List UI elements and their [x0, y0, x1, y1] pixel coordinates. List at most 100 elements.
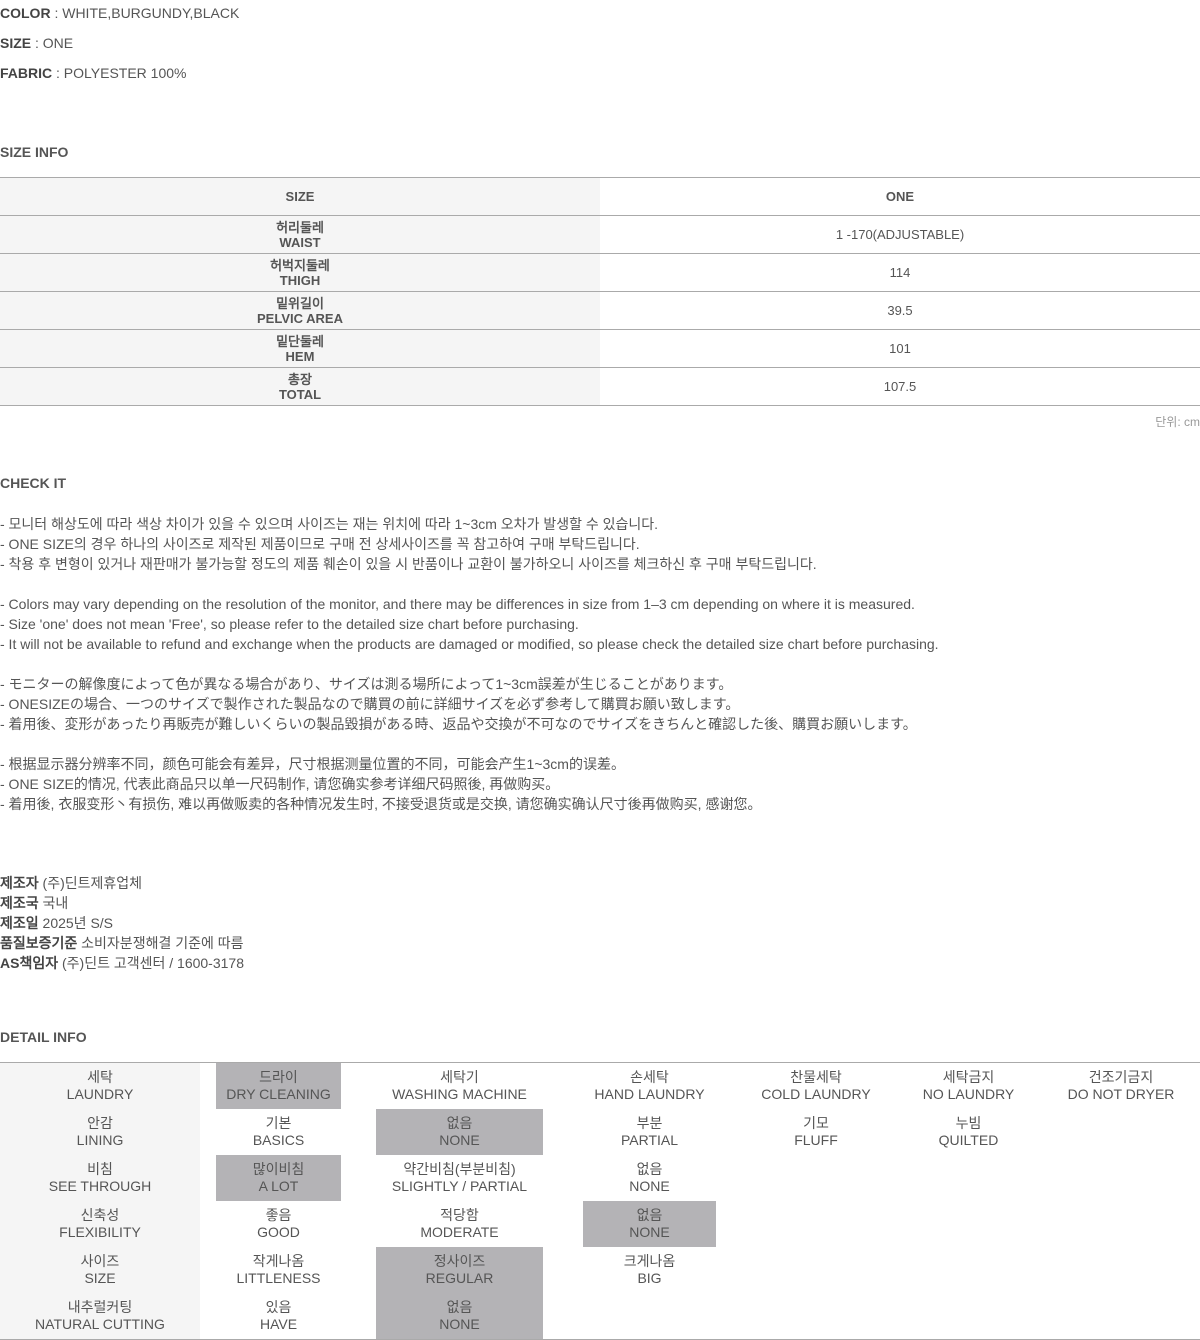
size-header-value: ONE — [600, 177, 1200, 216]
detail-row: 내추럴커팅 NATURAL CUTTING 있음 HAVE 없음 NONE — [0, 1293, 1200, 1339]
detail-cell-inner — [1042, 1109, 1200, 1155]
detail-en: HAVE — [259, 1316, 298, 1332]
size-row: 허벅지둘레 THIGH 114 — [0, 253, 1200, 292]
detail-en: NONE — [439, 1132, 480, 1148]
detail-option — [895, 1293, 1042, 1339]
detail-cell-inner: 세탁금지 NO LAUNDRY — [895, 1063, 1042, 1109]
detail-en: QUILTED — [938, 1132, 999, 1148]
detail-en: LAUNDRY — [66, 1086, 134, 1102]
detail-cell-inner: 건조기금지 DO NOT DRYER — [1042, 1063, 1200, 1109]
detail-en: NONE — [439, 1316, 480, 1332]
detail-row: 신축성 FLEXIBILITY 좋음 GOOD 적당함 MODERATE 없음 NONE — [0, 1201, 1200, 1247]
size-measure-label: 허벅지둘레 THIGH — [0, 253, 600, 292]
size-value: 114 — [600, 253, 1200, 292]
size-row: 밑위길이 PELVIC AREA 39.5 — [0, 291, 1200, 330]
detail-ko: 없음 — [636, 1161, 663, 1177]
maker-label: 제조자 — [0, 875, 39, 891]
detail-cell-inner: 있음 HAVE — [200, 1293, 357, 1339]
spec-value: ONE — [42, 35, 74, 51]
detail-en: A LOT — [258, 1178, 299, 1194]
detail-ko: 없음 — [446, 1299, 473, 1315]
spec-label: FABRIC — [0, 65, 53, 81]
note-line: - Size 'one' does not mean 'Free', so pl… — [0, 616, 579, 632]
detail-cell-inner — [895, 1247, 1042, 1293]
detail-en: BASICS — [252, 1132, 305, 1148]
detail-ko: 사이즈 — [80, 1253, 120, 1269]
measure-en: PELVIC AREA — [257, 310, 343, 326]
maker-value: 소비자분쟁해결 기준에 따름 — [81, 935, 244, 951]
detail-ko: 신축성 — [80, 1207, 120, 1223]
detail-option: 없음 NONE — [357, 1109, 562, 1155]
spec-value: WHITE,BURGUNDY,BLACK — [62, 5, 240, 21]
detail-ko: 많이비침 — [252, 1161, 305, 1177]
maker-row: 제조자 (주)딘트제휴업체 — [0, 873, 244, 893]
detail-option: 부분 PARTIAL — [562, 1109, 737, 1155]
note-line: - 착용 후 변형이 있거나 재판매가 불가능할 정도의 제품 훼손이 있을 시… — [0, 556, 817, 572]
measure-ko: 밑단둘레 — [276, 333, 324, 349]
measure-ko: 허리둘레 — [276, 219, 324, 235]
detail-option: 세탁금지 NO LAUNDRY — [895, 1063, 1042, 1109]
detail-option: 찬물세탁 COLD LAUNDRY — [737, 1063, 895, 1109]
detail-ko: 안감 — [87, 1115, 113, 1131]
detail-cell-inner: 부분 PARTIAL — [562, 1109, 737, 1155]
detail-cell-inner: 정사이즈 REGULAR — [376, 1247, 543, 1293]
detail-option — [1042, 1247, 1200, 1293]
detail-cell-inner — [1042, 1247, 1200, 1293]
detail-category: 사이즈 SIZE — [0, 1247, 200, 1293]
detail-option: 세탁기 WASHING MACHINE — [357, 1063, 562, 1109]
note-line: - ONE SIZE的情况, 代表此商品只以单一尺码制作, 请您确实参考详细尺码… — [0, 776, 560, 792]
detail-ko: 건조기금지 — [1088, 1069, 1154, 1085]
detail-en: DO NOT DRYER — [1067, 1086, 1175, 1102]
detail-ko: 내추럴커팅 — [67, 1299, 133, 1315]
spec-label: SIZE — [0, 35, 32, 51]
detail-cell-inner — [737, 1201, 895, 1247]
detail-ko: 세탁 — [87, 1069, 113, 1085]
size-measure-label: 총장 TOTAL — [0, 367, 600, 406]
size-row: 총장 TOTAL 107.5 — [0, 367, 1200, 406]
size-row: 허리둘레 WAIST 1 -170(ADJUSTABLE) — [0, 215, 1200, 254]
detail-cell-inner: 좋음 GOOD — [200, 1201, 357, 1247]
spec-label: COLOR — [0, 5, 51, 21]
detail-cell-inner: 손세탁 HAND LAUNDRY — [562, 1063, 737, 1109]
detail-en: LINING — [76, 1132, 124, 1148]
measure-en: HEM — [285, 348, 315, 364]
detail-category: 신축성 FLEXIBILITY — [0, 1201, 200, 1247]
detail-option: 기본 BASICS — [200, 1109, 357, 1155]
detail-ko: 크게나옴 — [623, 1253, 676, 1269]
detail-category: 세탁 LAUNDRY — [0, 1063, 200, 1109]
detail-ko: 좋음 — [265, 1207, 292, 1223]
detail-cell-inner: 사이즈 SIZE — [0, 1247, 200, 1293]
detail-cell-inner — [737, 1247, 895, 1293]
size-info-title: SIZE INFO — [0, 144, 69, 160]
detail-row: 세탁 LAUNDRY 드라이 DRY CLEANING 세탁기 WASHING MACHI… — [0, 1063, 1200, 1109]
maker-value: 국내 — [42, 895, 69, 911]
detail-cell-inner: 세탁기 WASHING MACHINE — [357, 1063, 562, 1109]
check-it-title: CHECK IT — [0, 475, 67, 491]
detail-cell-inner — [895, 1293, 1042, 1339]
detail-option: 건조기금지 DO NOT DRYER — [1042, 1063, 1200, 1109]
detail-option: 누빔 QUILTED — [895, 1109, 1042, 1155]
detail-cell-inner — [1042, 1201, 1200, 1247]
detail-option: 적당함 MODERATE — [357, 1201, 562, 1247]
detail-en: REGULAR — [425, 1270, 494, 1286]
detail-cell-inner: 세탁 LAUNDRY — [0, 1063, 200, 1109]
detail-option — [737, 1247, 895, 1293]
detail-en: FLUFF — [794, 1132, 838, 1148]
detail-ko: 드라이 — [259, 1069, 298, 1085]
maker-row: 제조일 2025년 S/S — [0, 913, 244, 933]
note-group: - Colors may vary depending on the resol… — [0, 594, 939, 654]
detail-en: MODERATE — [420, 1224, 499, 1240]
note-group: - 모니터 해상도에 따라 색상 차이가 있을 수 있으며 사이즈는 재는 위치… — [0, 514, 939, 574]
detail-category: 안감 LINING — [0, 1109, 200, 1155]
detail-en: SIZE — [84, 1270, 116, 1286]
detail-ko: 없음 — [636, 1207, 663, 1223]
note-line: - 着用後、変形があったり再販売が難しいくらいの製品毀損がある時、返品や交換が不… — [0, 716, 917, 732]
detail-en: NONE — [629, 1178, 670, 1194]
detail-option — [1042, 1293, 1200, 1339]
maker-value: 2025년 S/S — [42, 915, 114, 931]
detail-info-title: DETAIL INFO — [0, 1029, 87, 1045]
maker-row: AS책임자 (주)딘트 고객센터 / 1600-3178 — [0, 953, 244, 973]
detail-en: GOOD — [257, 1224, 300, 1240]
size-value: 1 -170(ADJUSTABLE) — [600, 215, 1200, 254]
spec-size: SIZE : ONE — [0, 35, 74, 51]
